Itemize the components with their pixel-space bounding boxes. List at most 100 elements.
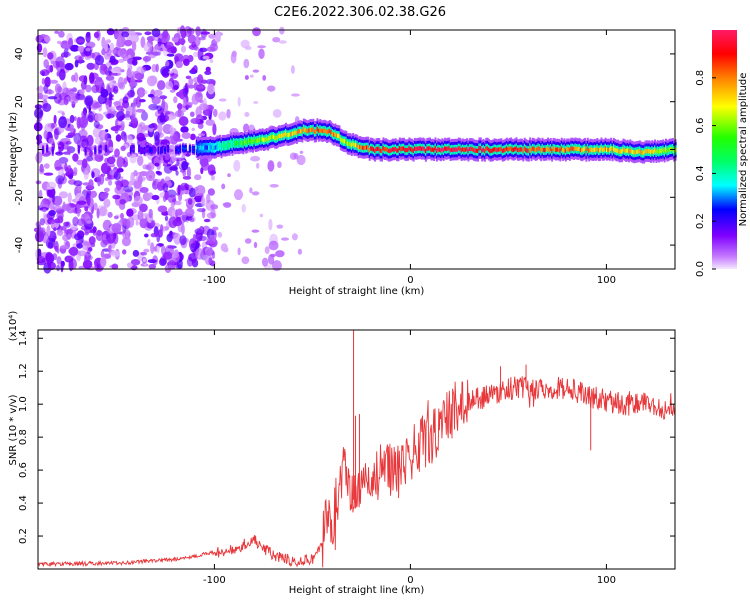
noise-speckle: [181, 223, 185, 235]
noise-speckle: [157, 123, 163, 134]
ridge-segment: [621, 149, 624, 154]
colorbar-ticks: 0.0 0.2 0.4 0.6 0.8: [695, 70, 716, 277]
ridge-segment: [527, 148, 530, 153]
noise-speckle: [182, 189, 190, 194]
noise-speckle: [54, 30, 60, 34]
noise-speckle: [165, 60, 170, 67]
noise-speckle: [251, 191, 260, 196]
ridge-segment: [254, 139, 257, 144]
noise-speckle: [210, 175, 215, 181]
noise-speckle: [267, 85, 276, 92]
ridge-segment: [338, 134, 341, 139]
noise-speckle: [60, 260, 64, 273]
noise-speckle: [135, 79, 143, 83]
ridge-segment: [350, 143, 353, 148]
noise-speckle: [150, 242, 155, 254]
ridge-segment: [150, 149, 153, 152]
colorbar-label: Normalized spectral amplitude: [738, 73, 749, 227]
noise-speckle: [43, 130, 48, 140]
ridge-segment: [585, 148, 588, 154]
ridge-segment: [482, 147, 485, 152]
noise-speckle: [89, 72, 95, 84]
ridge-segment: [490, 148, 493, 153]
noise-speckle: [258, 48, 265, 60]
ridge-segment: [216, 144, 219, 149]
ridge-segment: [275, 136, 278, 141]
ridge-segment: [323, 128, 326, 133]
noise-speckle: [176, 208, 183, 216]
noise-speckle: [173, 85, 179, 90]
noise-speckle: [39, 69, 50, 76]
ridge-segment: [630, 149, 633, 154]
noise-speckle: [117, 70, 122, 76]
noise-speckle: [191, 41, 197, 48]
ridge-segment: [511, 147, 514, 152]
noise-speckle: [93, 120, 100, 129]
noise-speckle: [192, 258, 196, 264]
snr-panel: -100 0 100 0.2 0.4 0.6 0.8 1.0 1.2 1.4 Height of …: [8, 311, 676, 596]
ridge-segment: [514, 147, 517, 152]
noise-speckle: [44, 35, 51, 43]
noise-speckle: [164, 215, 169, 222]
noise-speckle: [179, 182, 190, 192]
ridge-segment: [516, 147, 519, 153]
ridge-segment: [176, 148, 179, 151]
ridge-segment: [475, 148, 478, 153]
noise-speckle: [139, 171, 149, 177]
noise-speckle: [58, 116, 67, 129]
noise-speckle: [67, 192, 72, 204]
ridge-segment: [559, 148, 562, 153]
ridge-segment: [287, 133, 290, 138]
ridge-segment: [438, 147, 441, 152]
ridge-segment: [455, 147, 458, 152]
snr-series-line: [37, 376, 676, 568]
noise-speckle: [190, 242, 201, 249]
noise-speckle: [204, 70, 212, 76]
noise-speckle: [147, 259, 157, 264]
ridge-segment: [372, 147, 375, 152]
noise-speckle: [212, 226, 219, 231]
ridge-segment: [179, 147, 182, 151]
noise-speckle: [207, 164, 216, 176]
noise-speckle: [212, 123, 217, 136]
ridge-segment: [212, 145, 215, 150]
ridge-segment: [581, 148, 584, 153]
noise-speckle: [118, 82, 126, 90]
noise-speckle: [55, 166, 64, 170]
ridge-segment: [444, 146, 447, 151]
ridge-segment: [652, 149, 655, 155]
ridge-segment: [268, 136, 271, 141]
ridge-segment: [164, 149, 167, 152]
ridge-segment: [472, 147, 475, 153]
noise-speckle: [47, 261, 56, 271]
ridge-segment: [374, 148, 377, 153]
ridge-segment: [632, 149, 635, 155]
ridge-segment: [405, 148, 408, 153]
ridge-segment: [617, 148, 619, 153]
ridge-segment: [589, 147, 592, 152]
ridge-segment: [265, 136, 268, 141]
noise-speckle: [159, 159, 164, 164]
noise-speckle: [68, 90, 75, 97]
ridge-segment: [518, 147, 521, 153]
ridge-segment: [545, 147, 548, 152]
snr-frame: [37, 329, 676, 570]
noise-speckle: [53, 93, 62, 104]
noise-speckle: [73, 167, 78, 175]
ridge-segment: [608, 147, 611, 153]
ridge-segment: [607, 147, 610, 152]
ridge-segment: [223, 143, 226, 148]
noise-speckle: [107, 211, 113, 218]
noise-speckle: [193, 81, 198, 91]
noise-speckle: [109, 42, 115, 52]
spectrogram-y-axis-label: Frequency (Hz): [8, 112, 19, 188]
ridge-segment: [161, 148, 164, 151]
ridge-segment: [184, 147, 187, 150]
noise-speckle: [150, 233, 158, 238]
noise-speckle: [243, 123, 250, 132]
noise-speckle: [187, 34, 196, 44]
noise-speckle: [84, 95, 94, 107]
ridge-segment: [300, 129, 303, 134]
ridge-segment: [215, 145, 217, 150]
snr-y-tick-label: 0.6: [18, 462, 29, 478]
